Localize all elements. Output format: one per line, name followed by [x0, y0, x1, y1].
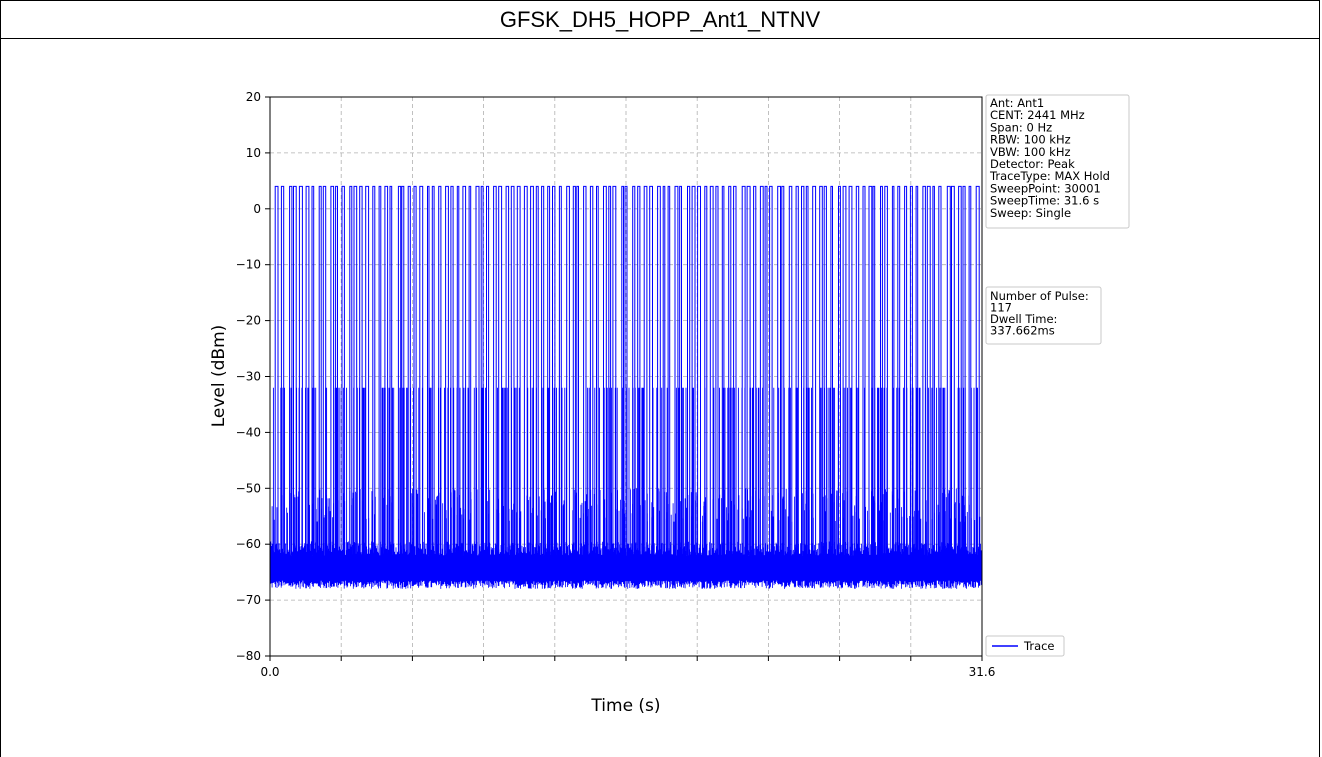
x-tick-label: 0.0 [260, 665, 279, 679]
result-line: 337.662ms [990, 324, 1055, 338]
y-axis-label: Level (dBm) [209, 325, 229, 428]
trace-peak-pulses [274, 185, 980, 556]
y-axis-ticks: 20 10 0 −10 −20 −30 −40 −50 −60 −70 −80 [236, 90, 270, 663]
info-line: Sweep: Single [990, 206, 1071, 220]
info-line: VBW: 100 kHz [990, 145, 1071, 159]
y-tick-label: −70 [236, 593, 261, 607]
y-tick-label: −80 [236, 649, 261, 663]
legend-label-trace: Trace [1023, 639, 1055, 653]
x-axis-label: Time (s) [590, 696, 660, 716]
legend-frame [985, 635, 1065, 657]
result-line: Number of Pulse: [990, 289, 1089, 303]
y-tick-label: −60 [236, 537, 261, 551]
x-tick-label: 31.6 [969, 665, 996, 679]
y-tick-label: −30 [236, 370, 261, 384]
info-line: Detector: Peak [990, 157, 1075, 171]
y-tick-label: 10 [246, 146, 261, 160]
info-line: SweepPoint: 30001 [990, 181, 1101, 195]
info-line: TraceType: MAX Hold [989, 169, 1110, 183]
chart-title: GFSK_DH5_HOPP_Ant1_NTNV [1, 1, 1319, 39]
y-tick-label: −40 [236, 425, 261, 439]
y-tick-label: −20 [236, 314, 261, 328]
legend: Trace [985, 635, 1065, 657]
y-tick-label: 0 [253, 202, 261, 216]
result-line: Dwell Time: [990, 312, 1057, 326]
y-tick-label: −50 [236, 481, 261, 495]
info-line: Span: 0 Hz [990, 120, 1052, 134]
result-box-frame [985, 286, 1102, 345]
result-line: 117 [990, 301, 1012, 315]
trace-series [269, 185, 983, 589]
info-line: SweepTime: 31.6 s [990, 194, 1099, 208]
info-line: Ant: Ant1 [990, 96, 1044, 110]
info-box-frame [985, 94, 1130, 229]
x-axis-ticks: 0.0 31.6 [260, 656, 995, 679]
y-tick-label: −10 [236, 258, 261, 272]
info-line: CENT: 2441 MHz [990, 108, 1085, 122]
y-tick-label: 20 [246, 90, 261, 104]
info-line: RBW: 100 kHz [990, 133, 1071, 147]
